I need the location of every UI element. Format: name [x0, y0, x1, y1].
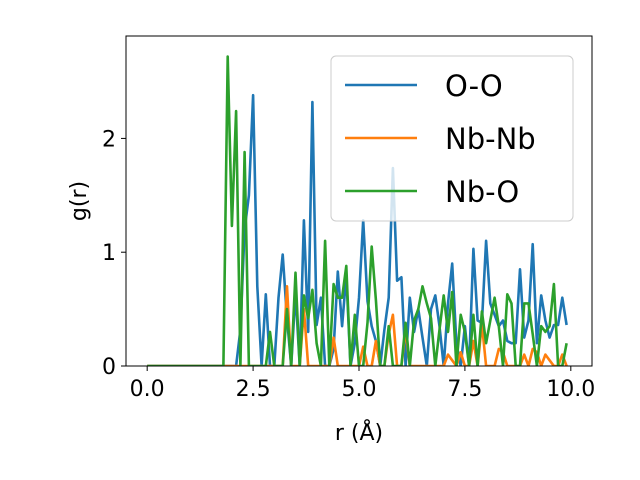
x-axis: 0.0 2.5 5.0 7.5 10.0	[130, 366, 595, 402]
y-tick-label: 0	[102, 355, 116, 380]
x-axis-label: r (Å)	[335, 419, 383, 446]
legend-box	[330, 55, 574, 222]
legend-label-1: Nb-Nb	[445, 122, 536, 156]
x-tick-label: 2.5	[236, 377, 271, 402]
x-tick-label: 7.5	[447, 377, 482, 402]
legend: O-O Nb-Nb Nb-O	[330, 55, 574, 222]
legend-label-2: Nb-O	[445, 175, 519, 209]
y-tick-label: 1	[102, 241, 116, 266]
y-axis-label: g(r)	[67, 181, 92, 221]
y-axis: 0 1 2	[102, 127, 126, 380]
x-tick-label: 10.0	[546, 377, 595, 402]
x-tick-label: 5.0	[342, 377, 377, 402]
x-tick-label: 0.0	[130, 377, 165, 402]
series-line-2	[147, 55, 568, 366]
series-layer	[147, 55, 568, 366]
legend-label-0: O-O	[445, 69, 503, 103]
y-tick-label: 2	[102, 127, 116, 152]
